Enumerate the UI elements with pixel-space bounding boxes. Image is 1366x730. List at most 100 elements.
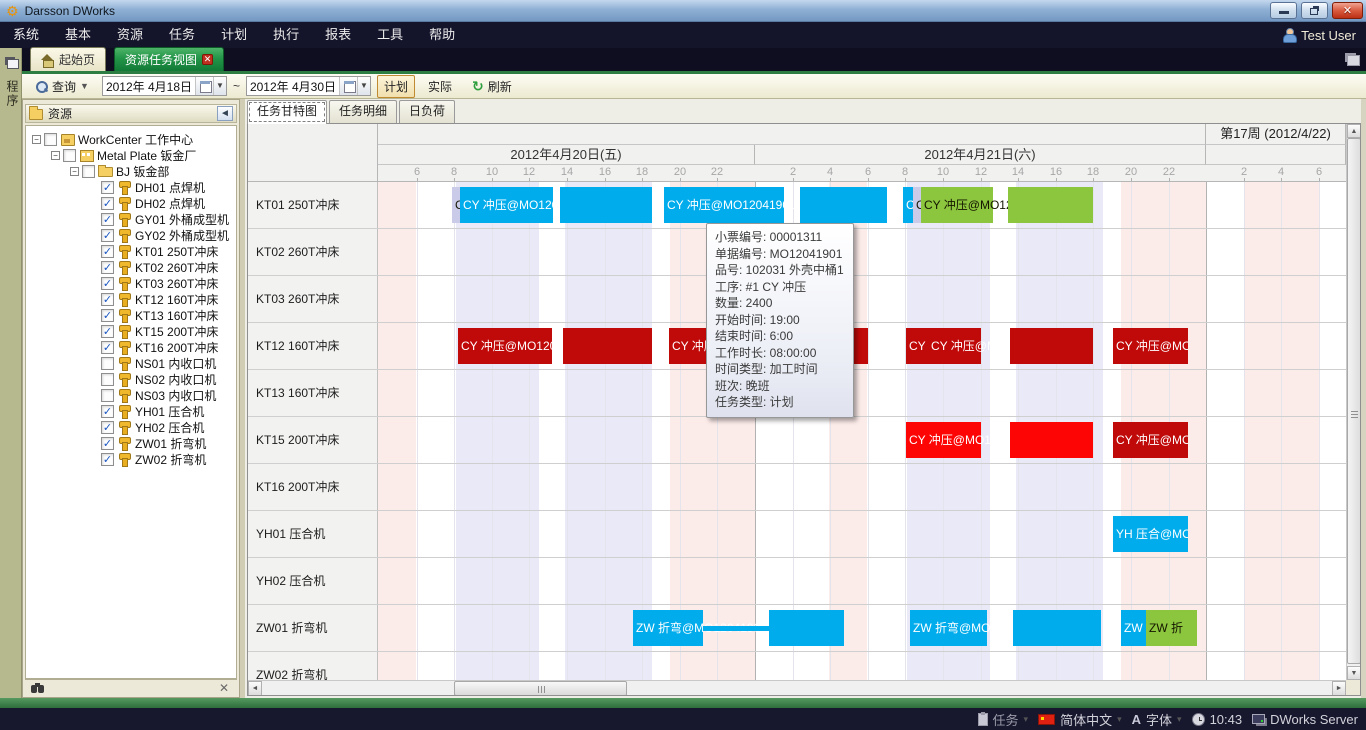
task-bar[interactable]: CY 冲压@MO12041904: [458, 328, 590, 364]
menu-item[interactable]: 帮助: [429, 27, 456, 42]
tree-checkbox[interactable]: ✓: [101, 308, 114, 322]
horizontal-scrollbar[interactable]: ◄ ►: [248, 680, 1346, 695]
tree-item[interactable]: − Metal Plate 钣金厂: [26, 147, 236, 163]
tree-checkbox[interactable]: [101, 372, 114, 386]
tree-checkbox[interactable]: ✓: [101, 452, 114, 466]
tree-checkbox[interactable]: ✓: [101, 180, 114, 194]
menu-item[interactable]: 报表: [325, 27, 352, 42]
task-bar[interactable]: CY 冲压: [906, 328, 928, 364]
task-bar[interactable]: YH 压合@MO1: [1113, 516, 1188, 552]
actual-toggle-button[interactable]: 实际: [421, 75, 459, 98]
tab-resource-task-view[interactable]: 资源任务视图 ✕: [114, 47, 225, 71]
close-button[interactable]: ✕: [1332, 2, 1363, 19]
tab-close-icon[interactable]: ✕: [202, 54, 214, 65]
task-bar[interactable]: C: [913, 187, 921, 223]
vertical-scroll-thumb[interactable]: [1347, 138, 1360, 664]
tree-checkbox[interactable]: [101, 388, 114, 402]
tree-expander-icon[interactable]: −: [51, 150, 60, 160]
vertical-scrollbar[interactable]: ▲ ▼: [1346, 124, 1360, 680]
task-bar[interactable]: [1010, 422, 1093, 458]
menu-item[interactable]: 任务: [169, 27, 196, 42]
task-bar[interactable]: [769, 610, 844, 646]
date-to-input[interactable]: [246, 77, 339, 95]
menu-item[interactable]: 工具: [377, 27, 404, 42]
tab-task-gantt-chart[interactable]: 任务甘特图: [247, 100, 328, 124]
tree-checkbox[interactable]: ✓: [101, 244, 114, 258]
refresh-button[interactable]: ↻ 刷新: [465, 75, 519, 98]
menu-item[interactable]: 资源: [117, 27, 144, 42]
task-bar[interactable]: C: [452, 187, 460, 223]
tree-item[interactable]: NS01 内收口机: [26, 355, 236, 371]
tree-item[interactable]: ✓ KT03 260T冲床: [26, 275, 236, 291]
task-bar[interactable]: CY 冲压@MO12041903: [906, 422, 1038, 458]
task-bar[interactable]: ZW 折: [1146, 610, 1197, 646]
tree-item[interactable]: ✓ DH02 点焊机: [26, 195, 236, 211]
task-bar[interactable]: [800, 187, 887, 223]
tab-task-detail[interactable]: 任务明细: [329, 100, 398, 123]
tree-item[interactable]: ✓ KT12 160T冲床: [26, 291, 236, 307]
task-bar[interactable]: [1013, 610, 1101, 646]
task-bar[interactable]: CY 冲压@MO12041904: [928, 328, 1060, 364]
tree-item[interactable]: NS02 内收口机: [26, 371, 236, 387]
minimize-button[interactable]: [1270, 2, 1297, 19]
window-list-icon[interactable]: [1347, 55, 1360, 66]
tree-item[interactable]: ✓ YH02 压合机: [26, 419, 236, 435]
menu-item[interactable]: 基本: [65, 27, 92, 42]
tree-item[interactable]: ✓ GY01 外桶成型机: [26, 211, 236, 227]
scroll-left-icon[interactable]: ◄: [248, 681, 262, 695]
tree-checkbox[interactable]: ✓: [101, 196, 114, 210]
tree-item[interactable]: ✓ GY02 外桶成型机: [26, 227, 236, 243]
scroll-down-icon[interactable]: ▼: [1347, 666, 1360, 680]
tree-item[interactable]: ✓ KT02 260T冲床: [26, 259, 236, 275]
restore-button[interactable]: [1301, 2, 1328, 19]
tree-checkbox[interactable]: ✓: [101, 420, 114, 434]
scroll-up-icon[interactable]: ▲: [1347, 124, 1360, 138]
tree-checkbox[interactable]: ✓: [101, 436, 114, 450]
task-bar[interactable]: CY 冲压@MO12041901: [664, 187, 796, 223]
tree-checkbox[interactable]: [82, 164, 95, 178]
program-panel-icon[interactable]: [7, 59, 19, 69]
tree-checkbox[interactable]: [44, 132, 57, 146]
menu-item[interactable]: 执行: [273, 27, 300, 42]
close-icon[interactable]: ✕: [218, 681, 229, 695]
menu-item[interactable]: 系统: [13, 27, 40, 42]
scroll-right-icon[interactable]: ►: [1332, 681, 1346, 695]
calendar-icon[interactable]: [194, 77, 213, 95]
tree-checkbox[interactable]: ✓: [101, 404, 114, 418]
plan-toggle-button[interactable]: 计划: [376, 74, 415, 98]
task-bar[interactable]: [703, 626, 769, 631]
tree-expander-icon[interactable]: −: [32, 134, 41, 144]
tree-checkbox[interactable]: ✓: [101, 228, 114, 242]
tree-item[interactable]: ✓ ZW02 折弯机: [26, 451, 236, 467]
task-bar[interactable]: ZW 折弯@MO12041901: [910, 610, 1044, 646]
program-strip-label[interactable]: 程序: [5, 80, 19, 108]
chevron-down-icon[interactable]: ▼: [356, 77, 370, 95]
tab-start-page[interactable]: 起始页: [30, 47, 107, 71]
tree-item[interactable]: ✓ DH01 点焊机: [26, 179, 236, 195]
task-bar[interactable]: CY 冲压@MO1: [1113, 422, 1188, 458]
tree-checkbox[interactable]: ✓: [101, 276, 114, 290]
tree-item[interactable]: NS03 内收口机: [26, 387, 236, 403]
chevron-down-icon[interactable]: ▼: [212, 77, 226, 95]
calendar-icon[interactable]: [338, 77, 357, 95]
task-bar[interactable]: [1008, 187, 1093, 223]
tree-item[interactable]: ✓ KT13 160T冲床: [26, 307, 236, 323]
tree-expander-icon[interactable]: −: [70, 166, 79, 176]
tree-item[interactable]: ✓ ZW01 折弯机: [26, 435, 236, 451]
panel-splitter[interactable]: [240, 99, 245, 698]
tree-checkbox[interactable]: ✓: [101, 340, 114, 354]
tree-checkbox[interactable]: ✓: [101, 324, 114, 338]
tree-item[interactable]: ✓ KT15 200T冲床: [26, 323, 236, 339]
menu-item[interactable]: 计划: [221, 27, 248, 42]
task-bar[interactable]: CY 冲压@MO1: [1113, 328, 1188, 364]
task-bar[interactable]: CY 冲压@MO12041902: [921, 187, 1053, 223]
tree-checkbox[interactable]: [101, 356, 114, 370]
chevron-down-icon[interactable]: ▼: [80, 81, 89, 91]
task-bar[interactable]: [563, 328, 652, 364]
task-bar[interactable]: [1010, 328, 1093, 364]
tree-item[interactable]: ✓ KT01 250T冲床: [26, 243, 236, 259]
tree-item[interactable]: ✓ KT16 200T冲床: [26, 339, 236, 355]
status-language-menu[interactable]: 简体中文 ▾: [1038, 710, 1122, 729]
tree-checkbox[interactable]: ✓: [101, 212, 114, 226]
status-task-menu[interactable]: 任务 ▾: [977, 710, 1028, 729]
